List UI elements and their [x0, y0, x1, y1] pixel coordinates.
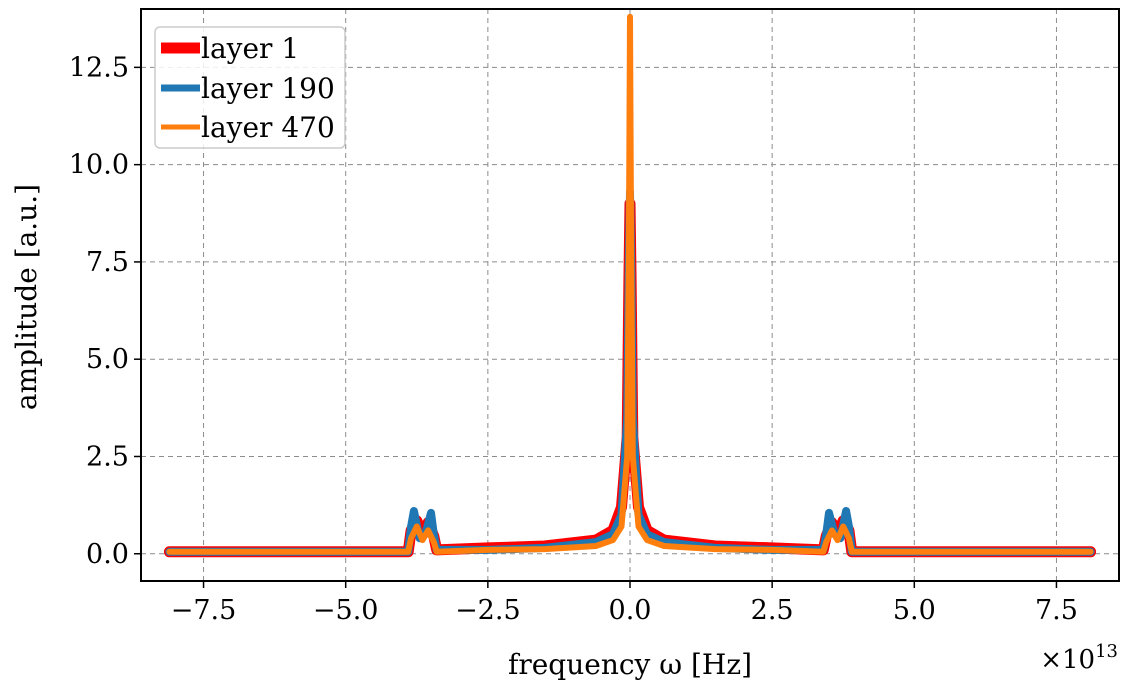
legend-label-layer-470: layer 470: [201, 111, 335, 144]
x-axis-ticks: −7.5 −5.0 −2.5 0.0 2.5 5.0 7.5: [171, 581, 1078, 626]
series-group: [163, 13, 1097, 558]
legend-label-layer-1: layer 1: [201, 32, 299, 65]
x-tick-label: 5.0: [893, 595, 936, 626]
x-tick-label: 0.0: [609, 595, 652, 626]
y-tick-label: 7.5: [86, 247, 129, 278]
legend-box: [154, 26, 346, 149]
x-axis-label: frequency ω [Hz]: [508, 648, 752, 681]
x-axis-offset-label: ×1013: [1040, 641, 1118, 675]
y-axis-label: amplitude [a.u.]: [10, 184, 43, 410]
legend-label-layer-190: layer 190: [201, 72, 335, 105]
x-tick-label: 7.5: [1035, 595, 1078, 626]
series-line-layer-470: [166, 13, 1094, 555]
x-tick-label: 2.5: [751, 595, 794, 626]
y-tick-label: 10.0: [69, 150, 129, 181]
y-tick-label: 0.0: [86, 539, 129, 570]
y-tick-label: 12.5: [69, 52, 129, 83]
y-tick-label: 5.0: [86, 344, 129, 375]
y-tick-label: 2.5: [86, 441, 129, 472]
x-offset-exponent: 13: [1095, 641, 1118, 662]
x-tick-label: −2.5: [455, 595, 521, 626]
legend: layer 1 layer 190 layer 470: [154, 26, 346, 149]
y-axis-ticks: 0.0 2.5 5.0 7.5 10.0 12.5: [69, 52, 141, 570]
x-tick-label: −5.0: [313, 595, 379, 626]
x-offset-base: ×10: [1040, 645, 1095, 675]
x-tick-label: −7.5: [171, 595, 237, 626]
